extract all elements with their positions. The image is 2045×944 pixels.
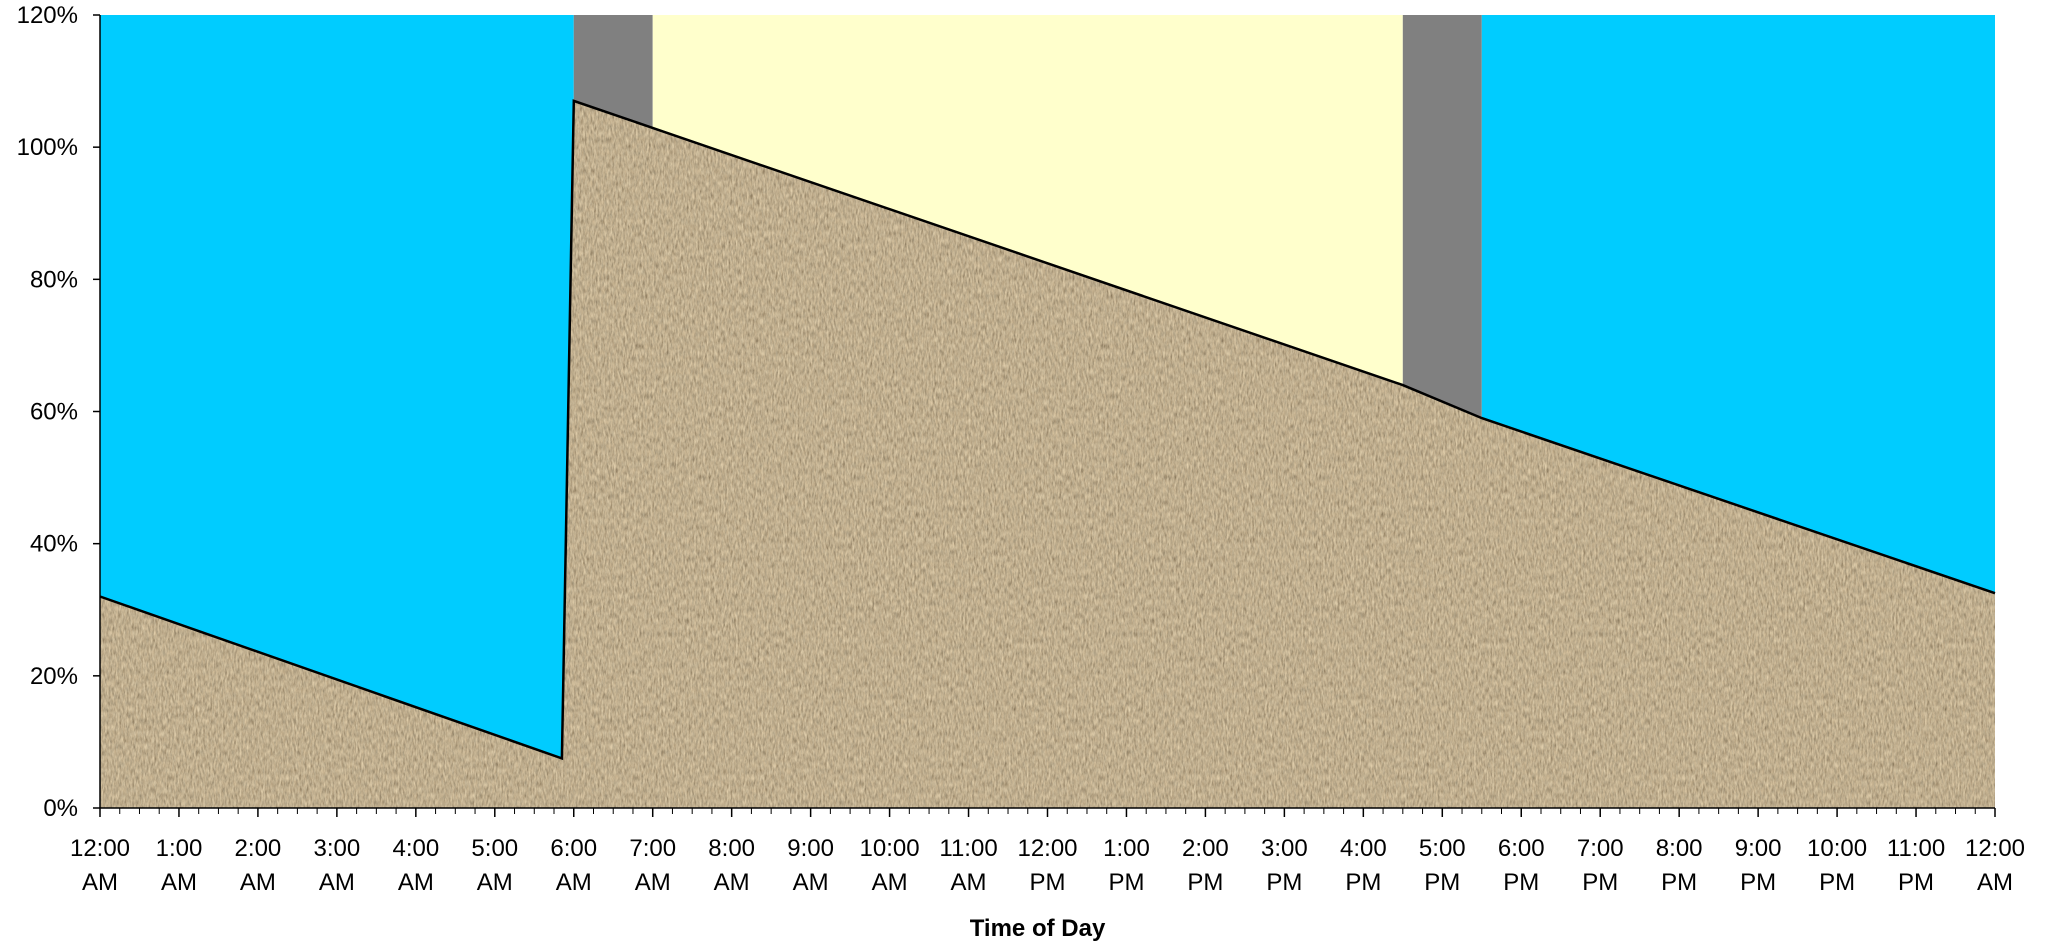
- x-tick-label: 11:00: [1887, 835, 1945, 862]
- x-tick-label: PM: [1898, 869, 1934, 896]
- x-tick-label: PM: [1266, 869, 1302, 896]
- x-tick-label: 3:00: [1261, 835, 1308, 862]
- x-tick-label: PM: [1819, 869, 1855, 896]
- x-tick-label: PM: [1740, 869, 1776, 896]
- x-tick-label: 12:00: [1017, 835, 1077, 862]
- area-outline: [99, 99, 1996, 761]
- x-tick-label: PM: [1030, 869, 1066, 896]
- x-tick-label: PM: [1503, 869, 1539, 896]
- y-tick-label: 120%: [17, 2, 78, 29]
- x-tick-label: 6:00: [550, 835, 597, 862]
- x-tick-label: AM: [319, 869, 355, 896]
- x-tick-label: AM: [714, 869, 750, 896]
- x-tick-label: PM: [1582, 869, 1618, 896]
- x-tick-label: 6:00: [1498, 835, 1545, 862]
- x-tick-label: 10:00: [860, 835, 920, 862]
- x-tick-label: 5:00: [1419, 835, 1466, 862]
- y-tick-labels: 0% 20% 40% 60% 80% 100% 120%: [17, 2, 78, 822]
- x-tick-label: PM: [1661, 869, 1697, 896]
- x-tick-label: PM: [1345, 869, 1381, 896]
- x-tick-label: AM: [240, 869, 276, 896]
- x-tick-label: 5:00: [471, 835, 518, 862]
- x-tick-label: AM: [1977, 869, 2013, 896]
- x-tick-label: 10:00: [1807, 835, 1867, 862]
- x-tick-label: AM: [793, 869, 829, 896]
- x-tick-label: 12:00: [70, 835, 130, 862]
- y-tick-label: 100%: [17, 134, 78, 161]
- x-tick-label: 2:00: [1182, 835, 1229, 862]
- x-tick-label: 12:00: [1965, 835, 2025, 862]
- x-tick-label: 9:00: [787, 835, 834, 862]
- x-tick-label: 3:00: [314, 835, 361, 862]
- y-tick-label: 40%: [30, 531, 78, 558]
- x-tick-label: 11:00: [939, 835, 997, 862]
- x-tick-label: 8:00: [1656, 835, 1703, 862]
- x-tick-label: AM: [556, 869, 592, 896]
- x-tick-labels: 12:00 AM 1:00 AM 2:00 AM 3:00 AM 4:00 AM 5:00 AM 6:0…: [70, 835, 2025, 896]
- x-tick-label: 4:00: [1340, 835, 1387, 862]
- x-tick-label: 9:00: [1735, 835, 1782, 862]
- x-tick-label: AM: [398, 869, 434, 896]
- x-tick-label: PM: [1108, 869, 1144, 896]
- x-tick-label: PM: [1187, 869, 1223, 896]
- x-tick-label: 8:00: [708, 835, 755, 862]
- x-tick-label: 2:00: [235, 835, 282, 862]
- x-tick-label: 7:00: [629, 835, 676, 862]
- x-tick-label: AM: [161, 869, 197, 896]
- x-tick-label: 1:00: [156, 835, 203, 862]
- x-tick-label: AM: [477, 869, 513, 896]
- y-tick-label: 80%: [30, 266, 78, 293]
- x-axis-title: Time of Day: [970, 915, 1106, 942]
- x-tick-label: AM: [635, 869, 671, 896]
- y-tick-label: 0%: [43, 795, 78, 822]
- x-tick-label: AM: [951, 869, 987, 896]
- x-tick-label: AM: [82, 869, 118, 896]
- x-tick-label: 4:00: [392, 835, 439, 862]
- x-tick-label: AM: [872, 869, 908, 896]
- x-tick-label: 7:00: [1577, 835, 1624, 862]
- x-tick-label: 1:00: [1103, 835, 1150, 862]
- y-tick-label: 20%: [30, 663, 78, 690]
- axes: [93, 14, 1996, 817]
- y-tick-label: 60%: [30, 399, 78, 426]
- x-tick-label: PM: [1424, 869, 1460, 896]
